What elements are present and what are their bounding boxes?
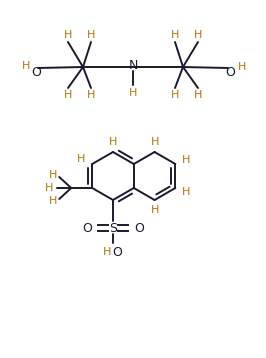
Text: H: H	[77, 154, 85, 164]
Text: H: H	[194, 90, 202, 100]
Text: H: H	[103, 247, 111, 257]
Text: H: H	[49, 196, 57, 206]
Text: H: H	[171, 30, 179, 40]
Text: H: H	[64, 30, 72, 40]
Text: O: O	[225, 66, 235, 78]
Text: H: H	[87, 90, 95, 100]
Text: O: O	[82, 222, 92, 234]
Text: H: H	[171, 90, 179, 100]
Text: H: H	[182, 155, 190, 165]
Text: H: H	[150, 205, 159, 215]
Text: O: O	[134, 222, 144, 234]
Text: O: O	[31, 66, 41, 78]
Text: H: H	[87, 30, 95, 40]
Text: N: N	[128, 58, 138, 72]
Text: H: H	[49, 170, 57, 180]
Text: H: H	[64, 90, 72, 100]
Text: H: H	[45, 183, 53, 193]
Text: O: O	[112, 246, 122, 258]
Text: S: S	[109, 222, 117, 234]
Text: H: H	[194, 30, 202, 40]
Text: H: H	[150, 137, 159, 147]
Text: H: H	[182, 187, 190, 197]
Text: H: H	[22, 61, 30, 71]
Text: H: H	[129, 88, 137, 98]
Text: H: H	[109, 137, 117, 147]
Text: H: H	[238, 62, 246, 72]
